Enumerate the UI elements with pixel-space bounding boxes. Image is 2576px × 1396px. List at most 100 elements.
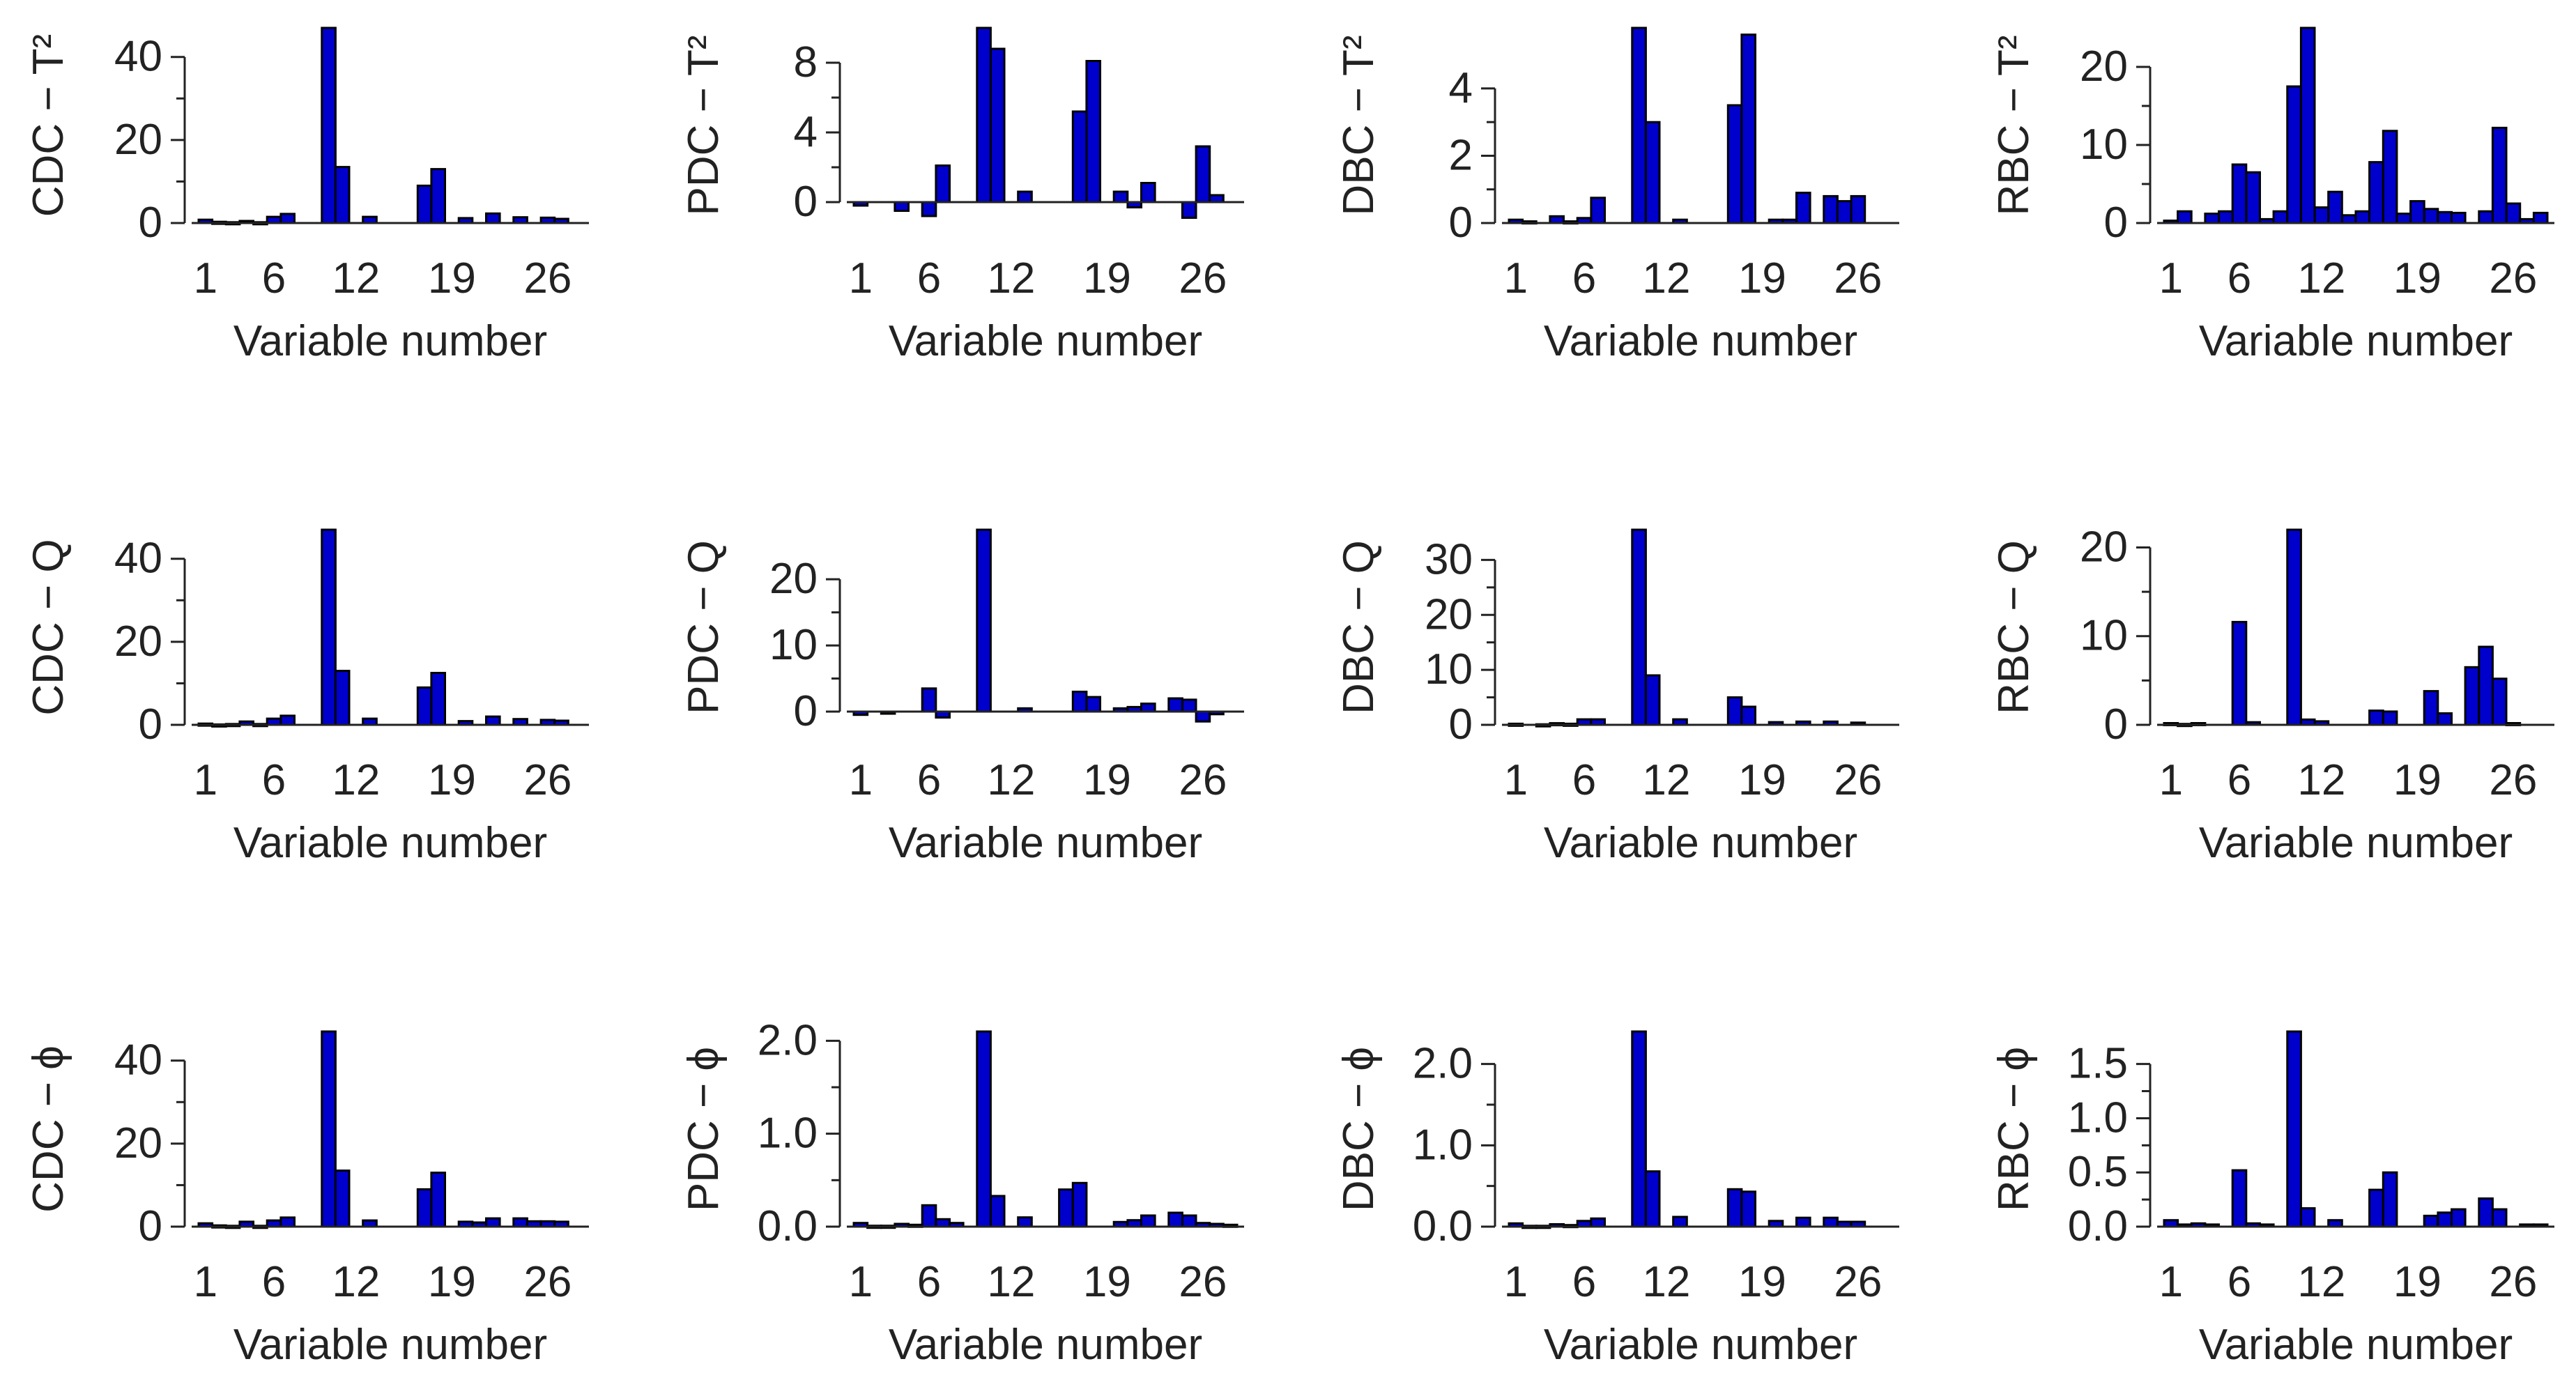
bar-var-6	[921, 687, 937, 713]
bar-var-24	[512, 1217, 528, 1228]
x-tick-label: 6	[262, 756, 286, 804]
bar-var-13	[1017, 1216, 1033, 1228]
y-tick-label: 0	[139, 700, 162, 749]
bar-var-17	[1071, 110, 1088, 204]
x-tick-label: 6	[917, 1258, 941, 1306]
x-tick-label: 1	[849, 254, 873, 302]
x-tick-label: 6	[917, 756, 941, 804]
x-tick-label: 19	[428, 756, 476, 804]
bar-var-25	[1836, 200, 1853, 224]
bar-var-26	[2505, 202, 2522, 224]
bar-var-16	[2368, 1188, 2384, 1228]
bar-var-16	[1058, 1188, 1074, 1228]
y-axis-title: DBC − ϕ	[1335, 1047, 1383, 1211]
x-tick-label: 19	[2393, 756, 2441, 804]
bar-var-18	[1740, 1190, 1756, 1228]
x-tick-label: 19	[1738, 756, 1786, 804]
x-tick-label: 26	[1179, 254, 1227, 302]
chart-panel-4: 0 10 20 1 6 12 19 26 Variable number RBC − T²	[1990, 26, 2554, 365]
x-tick-label: 6	[1572, 254, 1596, 302]
bar-var-13	[2327, 190, 2343, 224]
bar-var-20	[2423, 1214, 2439, 1228]
x-tick-label: 26	[2489, 1258, 2537, 1306]
y-tick-label: 10	[2080, 612, 2128, 660]
x-tick-label: 1	[194, 254, 217, 302]
x-tick-label: 19	[428, 254, 476, 302]
chart-panel-5: 0 20 40 1 6 12 19 26 Variable number CDC − Q	[24, 528, 589, 867]
bar-var-13	[1672, 1215, 1688, 1228]
bar-var-10	[321, 528, 337, 726]
y-axis-title: CDC − Q	[24, 539, 72, 715]
bar-var-28	[2532, 211, 2549, 224]
bar-var-17	[416, 1188, 433, 1228]
bar-var-10	[976, 1030, 992, 1228]
y-tick-label: 0.0	[758, 1202, 818, 1250]
x-tick-label: 12	[987, 1258, 1035, 1306]
bar-var-7	[279, 714, 296, 726]
y-axis-title: CDC − ϕ	[24, 1045, 72, 1213]
bar-var-7	[279, 213, 296, 224]
x-tick-label: 19	[2393, 254, 2441, 302]
y-tick-label: 0	[794, 178, 818, 226]
x-tick-label: 12	[332, 1258, 380, 1306]
y-tick-label: 1.0	[2068, 1094, 2128, 1142]
x-tick-label: 12	[332, 756, 380, 804]
bar-var-17	[416, 686, 433, 726]
bar-var-10	[1631, 26, 1647, 224]
bar-var-11	[989, 1195, 1006, 1228]
y-tick-label: 1.0	[1413, 1121, 1473, 1169]
bar-var-17	[2382, 130, 2398, 224]
bar-var-17	[1071, 1181, 1088, 1228]
bar-var-11	[2299, 26, 2316, 224]
chart-panel-6: 0 10 20 1 6 12 19 26 Variable number PDC − Q	[680, 528, 1244, 867]
bar-var-17	[416, 184, 433, 224]
x-tick-label: 6	[1572, 1258, 1596, 1306]
bar-var-11	[989, 47, 1006, 204]
y-tick-label: 40	[114, 33, 162, 81]
bar-var-20	[2423, 208, 2439, 224]
bar-var-6	[2231, 163, 2248, 224]
bar-var-10	[2286, 1030, 2302, 1228]
bar-var-15	[2354, 210, 2371, 224]
y-tick-label: 30	[1425, 535, 1473, 583]
y-axis-title: CDC − T²	[24, 34, 72, 217]
y-tick-label: 0	[1449, 199, 1473, 247]
y-tick-label: 2	[1449, 131, 1473, 179]
x-tick-label: 12	[1642, 254, 1690, 302]
x-tick-label: 26	[1179, 1258, 1227, 1306]
x-tick-label: 26	[1834, 254, 1882, 302]
bar-var-21	[2437, 712, 2453, 726]
bar-var-24	[1823, 194, 1839, 224]
y-axis-title: RBC − ϕ	[1990, 1047, 2038, 1211]
chart-panel-7: 0 10 20 30 1 6 12 19 26 Variable number DBC − Q	[1335, 528, 1899, 867]
x-tick-label: 6	[262, 1258, 286, 1306]
bar-var-18	[1085, 696, 1102, 713]
bar-var-26	[1195, 145, 1211, 204]
x-tick-label: 12	[2297, 756, 2345, 804]
bar-var-22	[485, 1217, 501, 1228]
bar-var-10	[2286, 528, 2302, 726]
bar-var-6	[2231, 1169, 2248, 1228]
bar-var-10	[1631, 528, 1647, 726]
y-tick-label: 0.0	[1413, 1202, 1473, 1250]
bar-var-17	[2382, 710, 2398, 726]
bar-var-24	[1823, 1216, 1839, 1228]
y-axis-title: RBC − Q	[1990, 540, 2038, 714]
bar-var-24	[2478, 210, 2494, 224]
x-axis-title: Variable number	[233, 819, 547, 867]
bar-var-21	[2437, 1211, 2453, 1228]
y-tick-label: 0	[2104, 199, 2128, 247]
bar-var-25	[2491, 677, 2508, 726]
x-axis-title: Variable number	[1544, 1321, 1857, 1369]
x-tick-label: 19	[1738, 1258, 1786, 1306]
x-tick-label: 12	[987, 756, 1035, 804]
bar-var-7	[279, 1216, 296, 1228]
bar-var-6	[921, 1204, 937, 1228]
y-tick-label: 40	[114, 1036, 162, 1084]
bar-var-22	[1140, 703, 1156, 713]
x-axis-title: Variable number	[2199, 1321, 2513, 1369]
bar-var-22	[1795, 1216, 1811, 1228]
x-tick-label: 26	[1834, 756, 1882, 804]
bar-var-10	[976, 26, 992, 204]
